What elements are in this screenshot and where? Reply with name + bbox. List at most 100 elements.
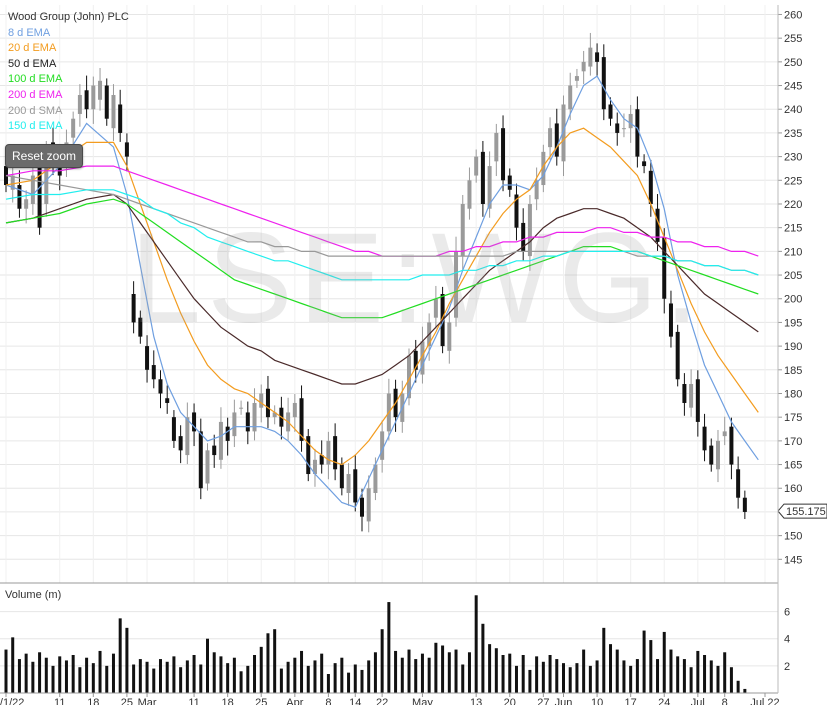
volume-bar	[165, 661, 169, 693]
volume-bar	[441, 645, 445, 693]
legend-item-50d-ema[interactable]: 50 d EMA	[8, 57, 57, 70]
volume-bar	[582, 649, 586, 693]
volume-bar	[609, 644, 613, 693]
volume-bar	[615, 649, 619, 693]
volume-bar	[145, 661, 149, 693]
volume-bar	[179, 667, 183, 693]
candle-body	[306, 436, 311, 475]
date-tick-label: 8	[325, 697, 331, 705]
volume-bar	[682, 659, 686, 693]
date-tick-label: 14	[349, 697, 361, 705]
volume-axis: 2 4 6	[784, 607, 790, 673]
volume-bar	[508, 653, 512, 693]
candle-body	[729, 426, 734, 465]
candle-body	[561, 104, 566, 162]
volume-bar	[51, 665, 55, 693]
candle-body	[662, 237, 667, 299]
candle-body	[145, 346, 150, 370]
reset-zoom-button[interactable]: Reset zoom	[5, 144, 83, 168]
price-tick-label: 220	[784, 199, 802, 211]
volume-bar	[716, 665, 720, 693]
price-tick-label: 175	[784, 412, 802, 424]
candle-body	[292, 402, 297, 418]
volume-bar	[729, 667, 733, 693]
volume-bar	[662, 631, 666, 693]
last-price-label: 155.175	[786, 506, 826, 518]
date-tick-label: Jun	[555, 697, 573, 705]
candle-body	[44, 151, 49, 204]
chart-title: Wood Group (John) PLC	[8, 11, 129, 23]
volume-bar	[353, 664, 357, 693]
candle-body	[151, 365, 156, 380]
volume-bar	[206, 638, 210, 693]
candle-body	[366, 488, 371, 522]
candle-body	[232, 412, 237, 437]
volume-bar	[226, 663, 230, 693]
volume-bar	[642, 630, 646, 693]
volume-bar	[293, 657, 297, 693]
candle-body	[192, 412, 197, 432]
candle-body	[702, 426, 707, 451]
legend-item-100d-ema[interactable]: 100 d EMA	[8, 73, 63, 86]
volume-bar	[152, 668, 156, 693]
candle-body	[158, 379, 163, 394]
volume-bar	[649, 640, 653, 693]
candle-body	[608, 104, 613, 119]
legend-item-200d-ema[interactable]: 200 d EMA	[8, 88, 63, 101]
date-tick-label: 8	[722, 697, 728, 705]
price-tick-label: 145	[784, 554, 802, 566]
volume-bar	[656, 659, 660, 693]
candle-body	[299, 398, 304, 441]
candle-body	[722, 431, 727, 437]
candle-body	[198, 431, 203, 489]
candle-body	[339, 464, 344, 489]
candle-body	[742, 497, 747, 512]
legend-item-150d-ema[interactable]: 150 d EMA	[8, 120, 63, 133]
candle-body	[272, 412, 277, 418]
volume-bar	[501, 655, 505, 693]
volume-bar	[326, 674, 330, 693]
candle-body	[252, 402, 257, 432]
candle-body	[615, 123, 620, 133]
legend: Wood Group (John) PLC 8 d EMA 20 d EMA 5…	[8, 10, 129, 135]
volume-bar	[266, 633, 270, 693]
date-tick-label: 22	[376, 697, 388, 705]
volume-bar	[447, 652, 451, 693]
legend-item-20d-ema[interactable]: 20 d EMA	[8, 42, 57, 55]
ma-line-20-d-ema	[5, 127, 759, 466]
volume-bar	[105, 665, 109, 693]
candle-body	[111, 95, 116, 129]
legend-item-8d-ema[interactable]: 8 d EMA	[8, 26, 51, 39]
volume-bar	[78, 667, 82, 693]
candle-body	[527, 203, 532, 257]
candle-body	[205, 450, 210, 484]
candle-body	[494, 132, 499, 162]
candle-body	[319, 455, 324, 465]
candle-body	[71, 118, 76, 138]
candle-body	[171, 417, 176, 441]
volume-tick-label: 6	[784, 607, 790, 619]
candle-body	[460, 203, 465, 257]
price-tick-label: 235	[784, 128, 802, 140]
volume-bar	[414, 659, 418, 693]
candle-body	[648, 170, 653, 204]
date-tick-label: 27	[537, 697, 549, 705]
candle-body	[514, 194, 519, 228]
volume-bar	[622, 660, 626, 693]
volume-bar	[306, 665, 310, 693]
ma-line-150-d-ema	[5, 189, 759, 281]
legend-item-200d-sma[interactable]: 200 d SMA	[8, 104, 63, 117]
candle-body	[84, 90, 89, 110]
candle-body	[346, 474, 351, 493]
date-tick-label: 11	[188, 697, 199, 705]
volume-bar	[380, 629, 384, 693]
volume-bar	[118, 618, 122, 693]
volume-bar	[192, 655, 196, 693]
candle-body	[333, 436, 338, 470]
date-tick-label: 18	[222, 697, 234, 705]
volume-bars	[4, 595, 747, 693]
volume-bar	[488, 644, 492, 693]
volume-bar	[481, 623, 485, 693]
candle-body	[635, 109, 640, 157]
candle-body	[265, 388, 270, 418]
